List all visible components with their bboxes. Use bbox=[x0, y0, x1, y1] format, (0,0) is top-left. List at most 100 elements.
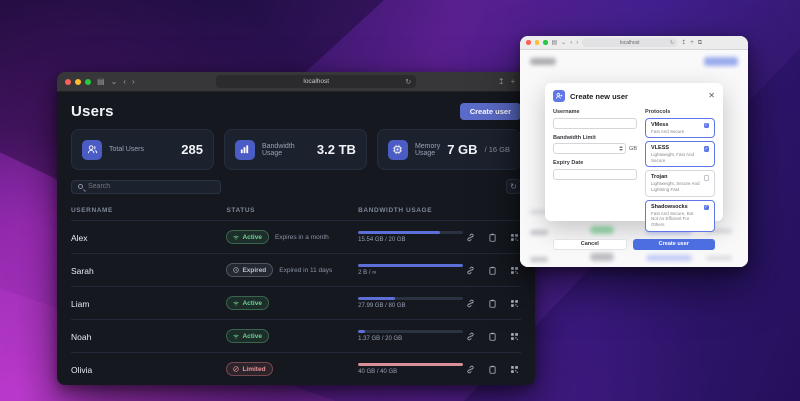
stats-cards: Total Users 285 Bandwidth Usage 3.2 TB M… bbox=[71, 129, 521, 170]
search-icon bbox=[78, 184, 83, 189]
back-button[interactable]: ‹ bbox=[570, 39, 573, 46]
forward-button[interactable]: › bbox=[131, 76, 135, 86]
dialog-page: Create new user ✕ Username Bandwidth Lim… bbox=[520, 50, 748, 267]
memory-chip-icon bbox=[387, 139, 408, 160]
chevron-down-icon[interactable]: ⌄ bbox=[110, 76, 118, 86]
new-tab-icon[interactable]: + bbox=[510, 76, 516, 86]
bandwidth-unit-label: GB bbox=[629, 145, 637, 152]
protocol-description: Lightweight, Fast And Secure bbox=[651, 152, 695, 163]
qr-code-icon[interactable] bbox=[510, 299, 519, 308]
copy-link-icon[interactable] bbox=[466, 299, 475, 308]
protocols-label: Protocols bbox=[645, 109, 671, 115]
usage-progress-bar bbox=[358, 231, 464, 234]
usage-text: 27.99 GB / 80 GB bbox=[358, 303, 406, 309]
username-cell: Olivia bbox=[71, 365, 93, 375]
copy-link-icon[interactable] bbox=[466, 332, 475, 341]
modal-title: Create new user bbox=[570, 91, 628, 101]
minimize-window-button[interactable] bbox=[534, 40, 539, 45]
qr-code-icon[interactable] bbox=[510, 266, 519, 275]
clipboard-icon[interactable] bbox=[488, 266, 497, 275]
address-bar[interactable]: localhost ↻ bbox=[582, 38, 678, 47]
clipboard-icon[interactable] bbox=[488, 365, 497, 374]
column-header-status: STATUS bbox=[226, 207, 256, 214]
tab-overview-icon[interactable]: ⧉ bbox=[697, 39, 703, 46]
slash-circle-icon bbox=[233, 366, 240, 372]
stepper-up-icon[interactable] bbox=[619, 146, 624, 148]
protocol-checkbox[interactable]: ✓ bbox=[703, 145, 709, 152]
table-row[interactable]: Sarah Expired Expired in 11 days 2 B / ∞ bbox=[71, 253, 521, 287]
back-button[interactable]: ‹ bbox=[123, 76, 126, 86]
usage-text: 2 B / ∞ bbox=[358, 270, 377, 276]
clipboard-icon[interactable] bbox=[488, 332, 497, 341]
search-field[interactable] bbox=[71, 179, 221, 194]
qr-code-icon[interactable] bbox=[510, 365, 519, 374]
check-icon: ✓ bbox=[704, 145, 709, 151]
status-badge: Limited bbox=[226, 362, 273, 376]
search-input[interactable] bbox=[88, 183, 214, 190]
protocol-card[interactable]: VLESS Lightweight, Fast And Secure ✓ bbox=[645, 141, 715, 168]
protocol-checkbox[interactable]: ✓ bbox=[703, 175, 709, 181]
expiry-date-field[interactable] bbox=[553, 168, 637, 180]
users-page: Users Create user Total Users 285 Bandwi… bbox=[57, 92, 535, 385]
create-user-submit-button[interactable]: Create user bbox=[632, 238, 715, 250]
minimize-window-button[interactable] bbox=[75, 78, 81, 85]
username-cell: Alex bbox=[71, 233, 88, 243]
traffic-lights[interactable] bbox=[65, 78, 91, 85]
protocol-card[interactable]: Shadowsocks Fast And Secure, But Not As … bbox=[645, 199, 715, 232]
share-icon[interactable]: ↥ bbox=[497, 76, 505, 86]
cancel-button[interactable]: Cancel bbox=[553, 238, 627, 250]
refresh-table-button[interactable]: ↻ bbox=[506, 179, 521, 194]
new-tab-icon[interactable]: + bbox=[690, 39, 694, 46]
zoom-window-button[interactable] bbox=[543, 40, 548, 45]
table-row[interactable]: Alex Active Expires in a month 15.54 GB … bbox=[71, 220, 521, 254]
reload-icon[interactable]: ↻ bbox=[670, 39, 675, 46]
protocol-card[interactable]: VMess Fast And Secure ✓ bbox=[645, 117, 715, 139]
status-label: Active bbox=[242, 233, 262, 241]
qr-code-icon[interactable] bbox=[510, 233, 519, 242]
protocol-checkbox[interactable]: ✓ bbox=[703, 122, 709, 128]
forward-button[interactable]: › bbox=[576, 39, 579, 46]
clipboard-icon[interactable] bbox=[488, 299, 497, 308]
username-field[interactable] bbox=[553, 117, 637, 129]
expiry-date-label: Expiry Date bbox=[553, 160, 584, 166]
wifi-icon bbox=[233, 301, 240, 306]
username-cell: Noah bbox=[71, 332, 92, 342]
status-badge: Active bbox=[226, 329, 269, 343]
stepper-down-icon[interactable] bbox=[619, 149, 624, 151]
copy-link-icon[interactable] bbox=[466, 365, 475, 374]
bandwidth-limit-label: Bandwidth Limit bbox=[553, 134, 596, 141]
reload-icon[interactable]: ↻ bbox=[405, 78, 412, 86]
check-icon: ✓ bbox=[704, 122, 709, 128]
protocol-name: Trojan bbox=[651, 174, 668, 181]
table-row[interactable]: Liam Active 27.99 GB / 80 GB bbox=[71, 286, 521, 320]
bandwidth-limit-input[interactable] bbox=[553, 143, 627, 154]
clipboard-icon[interactable] bbox=[488, 233, 497, 242]
stat-card-bandwidth: Bandwidth Usage 3.2 TB bbox=[223, 129, 367, 170]
address-bar[interactable]: localhost ↻ bbox=[216, 75, 417, 88]
sidebar-icon[interactable]: ▤ bbox=[97, 76, 105, 86]
quantity-stepper[interactable] bbox=[619, 146, 624, 151]
close-window-button[interactable] bbox=[65, 78, 71, 85]
create-user-button[interactable]: Create user bbox=[459, 103, 521, 120]
close-icon[interactable]: ✕ bbox=[708, 91, 715, 100]
wifi-icon bbox=[233, 235, 240, 240]
usage-progress-bar bbox=[358, 264, 464, 267]
protocol-checkbox[interactable]: ✓ bbox=[703, 204, 709, 211]
chevron-down-icon[interactable]: ⌄ bbox=[561, 39, 567, 46]
table-row[interactable]: Olivia Limited 40 GB / 40 GB bbox=[71, 352, 521, 385]
share-icon[interactable]: ↥ bbox=[681, 39, 687, 46]
close-window-button[interactable] bbox=[526, 40, 531, 45]
copy-link-icon[interactable] bbox=[466, 233, 475, 242]
protocol-list: VMess Fast And Secure ✓ VLESS Lightweigh… bbox=[645, 117, 715, 232]
stat-label: Bandwidth Usage bbox=[261, 142, 295, 157]
zoom-window-button[interactable] bbox=[85, 78, 91, 85]
protocol-card[interactable]: Trojan Lightweight, Secure And Lightning… bbox=[645, 170, 715, 197]
traffic-lights[interactable] bbox=[526, 40, 548, 45]
qr-code-icon[interactable] bbox=[510, 332, 519, 341]
table-row[interactable]: Noah Active 1.37 GB / 20 GB bbox=[71, 319, 521, 353]
copy-link-icon[interactable] bbox=[466, 266, 475, 275]
protocol-description: Fast And Secure bbox=[651, 128, 685, 134]
status-badge: Active bbox=[226, 296, 269, 310]
stat-label: Total Users bbox=[109, 146, 145, 153]
sidebar-icon[interactable]: ▤ bbox=[551, 39, 558, 46]
